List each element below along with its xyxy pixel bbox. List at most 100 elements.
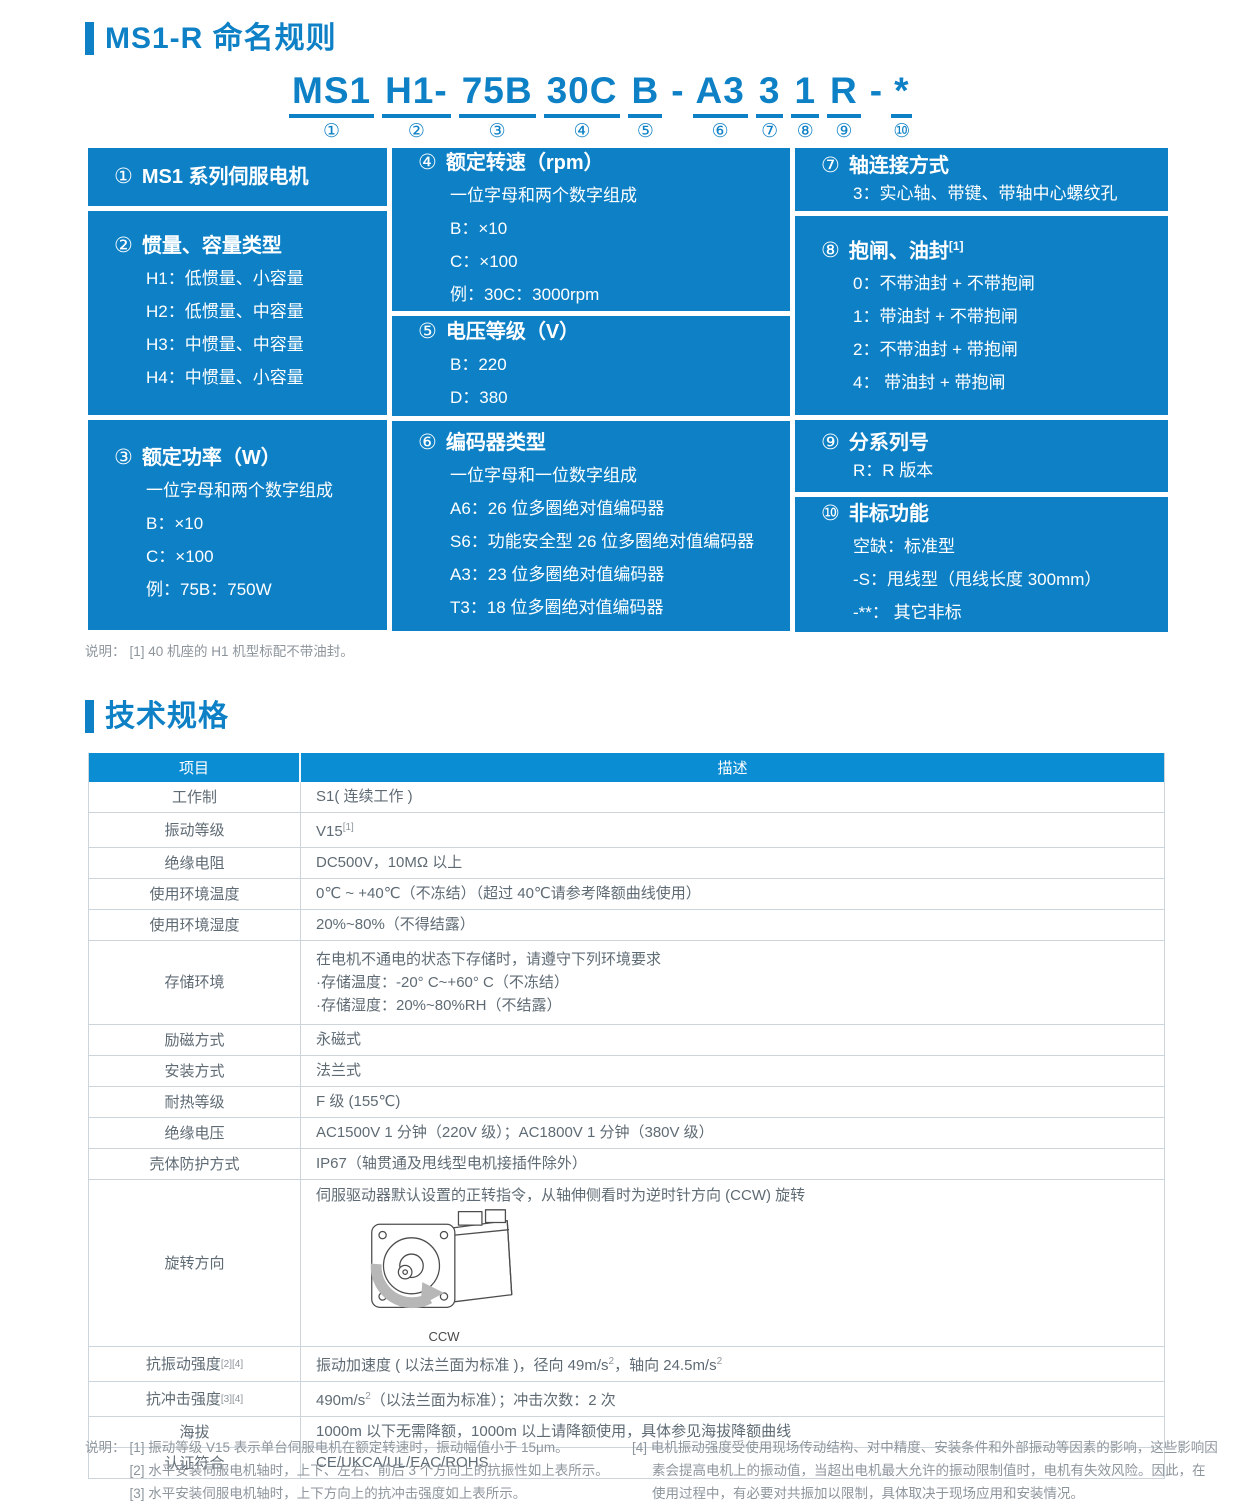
naming-box-number: ⑧ [821,239,840,263]
spec-row: 绝缘电阻 DC500V，10MΩ 以上 [89,847,1164,878]
spec-row-description: 伺服驱动器默认设置的正转指令，从轴伸侧看时为逆时针方向 (CCW) 旋转 CCW [301,1180,1164,1346]
spec-table: 项目 描述 工作制 S1( 连续工作 ) 振动等级 V15[1] 绝缘电阻 DC500V，… [88,753,1165,1479]
naming-box-title-text: 额定功率（W） [141,447,281,469]
model-code-segment-text: 30C [543,71,621,118]
naming-box-number: ⑤ [418,320,437,343]
naming-box-title-text: MS1 系列伺服电机 [141,166,309,188]
naming-box-title-text: 电压等级（V） [445,321,580,343]
naming-box-number: ④ [418,150,437,174]
naming-box-item: B：220 [450,355,507,374]
naming-box-item: H1：低惯量、小容量 [146,269,304,288]
spec-description-line: 振动加速度 ( 以法兰面为标准 )，径向 49m/s2，轴向 24.5m/s2 [316,1356,723,1374]
spec-row-label: 绝缘电阻 [89,848,301,878]
spec-row: 使用环境湿度 20%~80%（不得结露） [89,909,1164,940]
spec-row: 耐热等级 F 级 (155℃) [89,1086,1164,1117]
spec-row-label: 绝缘电压 [89,1118,301,1148]
naming-grid-column: ⑦ 轴连接方式 3：实心轴、带键、带轴中心螺纹孔 ⑧ 抱闸、油封[1] 0：不带油封 + … [795,148,1168,632]
spec-description-line: IP67（轴贯通及甩线型电机接插件除外） [316,1155,587,1172]
spec-row-label: 抗冲击强度 [3][4] [89,1382,301,1416]
spec-row: 抗冲击强度 [3][4] 490m/s2（以法兰面为标准）；冲击次数：2 次 [89,1381,1164,1416]
model-code-separator: - [869,70,883,111]
spec-row-description: 0℃ ~ +40℃（不冻结）（超过 40℃请参考降额曲线使用） [301,879,1164,909]
naming-box-item: S6：功能安全型 26 位多圈绝对值编码器 [450,531,755,551]
naming-box-number: ① [114,165,133,188]
specs-section-title: 技术规格 [105,699,229,733]
naming-box-number: ② [114,234,133,257]
spec-description-line: S1( 连续工作 ) [316,788,413,805]
naming-box-item: H3：中惯量、中容量 [146,335,304,354]
spec-row-description: 在电机不通电的状态下存储时，请遵守下列环境要求 ·存储温度：-20° C~+60°… [301,941,1164,1024]
naming-box-number: ⑨ [821,430,840,454]
naming-box-title: ⑤ 电压等级（V） [418,318,782,346]
naming-box-items: B：220 D：380 [450,348,782,414]
spec-description-line: ·存储温度：-20° C~+60° C（不冻结） [316,974,569,991]
title-accent-bar [85,22,94,55]
naming-box-items: 0：不带油封 + 不带抱闸 1：带油封 + 不带抱闸 2：不带油封 + 带抱闸 4： … [853,267,1160,399]
naming-box-item: -S：甩线型（甩线长度 300mm） [853,570,1102,589]
footnote-line: [2] 水平安装伺服电机轴时，上下、左右、前后 3 个方向上的抗振性如上表所示。 [129,1463,609,1478]
naming-box-number: ③ [114,446,133,469]
naming-box-item: 一位字母和两个数字组成 [450,185,637,205]
naming-box-item: 例：75B：750W [146,580,272,599]
spec-row-description: AC1500V 1 分钟（220V 级）；AC1800V 1 分钟（380V 级… [301,1118,1164,1148]
spec-row-description: 20%~80%（不得结露） [301,910,1164,940]
naming-box: ① MS1 系列伺服电机 [88,148,387,206]
model-code-segment: 30C ④ [543,71,621,142]
spec-description-line: 法兰式 [316,1062,362,1079]
naming-box-item: -**： 其它非标 [853,603,962,622]
spec-description-line: DC500V，10MΩ 以上 [316,854,463,871]
model-code-segment: MS1 ① [289,71,375,141]
naming-box-item: 3：实心轴、带键、带轴中心螺纹孔 [853,184,1118,203]
model-code-segment-text: H1- [382,71,451,118]
naming-box-title: ⑥ 编码器类型 [418,429,782,457]
naming-box-item: H2：低惯量、中容量 [146,302,304,321]
spec-row: 安装方式 法兰式 [89,1055,1164,1086]
naming-box: ⑩ 非标功能 空缺：标准型 -S：甩线型（甩线长度 300mm） -**： 其它非标 [795,497,1168,632]
naming-box-item: H4：中惯量、小容量 [146,368,304,387]
naming-grid-column: ① MS1 系列伺服电机 ② 惯量、容量类型 H1：低惯量、小容量 H2：低惯量、中容量 H… [88,148,387,632]
model-code-segment-text: 75B [458,71,536,118]
spec-row: 壳体防护方式 IP67（轴贯通及甩线型电机接插件除外） [89,1148,1164,1179]
naming-box-title-text: 抱闸、油封[1] [848,238,964,263]
spec-row-label: 耐热等级 [89,1087,301,1117]
model-code-segment-number: ⑧ [796,120,814,142]
model-code-segment: A3 ⑥ [692,71,748,142]
spec-row-label: 振动等级 [89,813,301,847]
model-code: MS1 ① H1- ② 75B ③ 30C ④ B ⑤ - A3 ⑥ 3 ⑦ 1 ⑧ R ⑨ - * ⑩ [289,70,913,142]
naming-box-title-text: 额定转速（rpm） [445,151,604,174]
naming-box-item: D：380 [450,388,508,407]
spec-row-label: 工作制 [89,782,301,812]
spec-row: 存储环境 在电机不通电的状态下存储时，请遵守下列环境要求 ·存储温度：-20° C~… [89,940,1164,1024]
naming-note-text: [1] 40 机座的 H1 机型标配不带油封。 [129,644,354,659]
model-code-segment-number: ④ [573,120,591,142]
model-code-segment: H1- ② [382,71,451,141]
naming-box-title: ④ 额定转速（rpm） [418,149,782,177]
naming-box-items: 一位字母和两个数字组成 B：×10 C：×100 例：30C：3000rpm [450,179,782,311]
naming-box-title: ② 惯量、容量类型 [114,232,379,260]
naming-box-item: B：×10 [146,514,204,533]
naming-box-title: ⑩ 非标功能 [821,500,1160,528]
naming-box-item: 一位字母和两个数字组成 [146,481,333,500]
spec-row: 绝缘电压 AC1500V 1 分钟（220V 级）；AC1800V 1 分钟（38… [89,1117,1164,1148]
model-code-segment: 75B ③ [458,71,536,141]
naming-box-item: B：×10 [450,218,508,238]
model-code-segment: * ⑩ [891,71,913,141]
naming-box-item: 一位字母和一位数字组成 [450,465,637,485]
naming-box-title: ⑧ 抱闸、油封[1] [821,232,1160,266]
spec-row-description: DC500V，10MΩ 以上 [301,848,1164,878]
spec-description-line: 伺服驱动器默认设置的正转指令，从轴伸侧看时为逆时针方向 (CCW) 旋转 [316,1187,806,1204]
naming-box-items: 一位字母和两个数字组成 B：×10 C：×100 例：75B：750W [146,474,379,606]
model-code-segment-number: ⑥ [711,120,729,142]
spec-row-description: 永磁式 [301,1025,1164,1055]
naming-box: ⑥ 编码器类型 一位字母和一位数字组成 A6：26 位多圈绝对值编码器 S6：功能安全型… [392,421,790,631]
spec-header-item: 项目 [89,753,301,782]
naming-box-number: ⑦ [821,154,840,177]
spec-row: 抗振动强度 [2][4] 振动加速度 ( 以法兰面为标准 )，径向 49m/s2，轴… [89,1346,1164,1381]
naming-box-item: 0：不带油封 + 不带抱闸 [853,274,1035,294]
spec-description-line: AC1500V 1 分钟（220V 级）；AC1800V 1 分钟（380V 级… [316,1124,714,1141]
naming-box-title: ① MS1 系列伺服电机 [114,163,379,191]
footnote-line: [1] 振动等级 V15 表示单台伺服电机在额定转速时，振动幅值小于 15μm。 [129,1440,569,1455]
model-code-segment-text: A3 [692,71,748,118]
